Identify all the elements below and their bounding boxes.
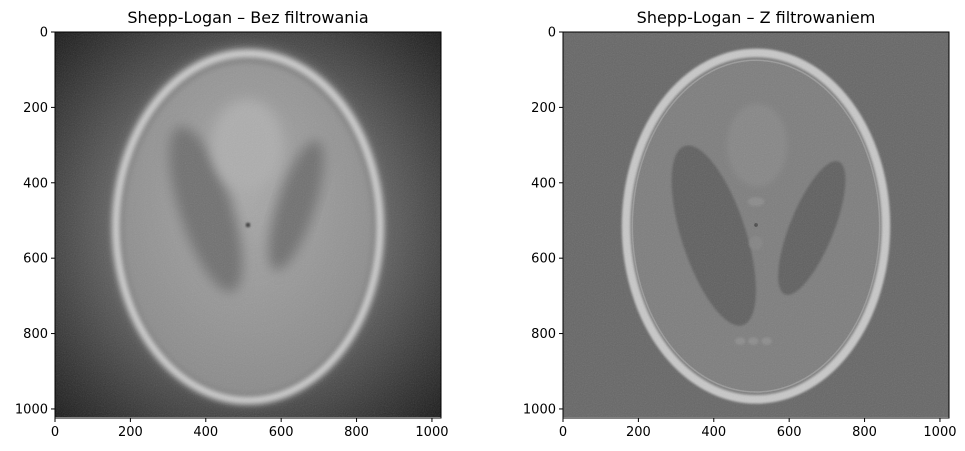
y-tick-label: 200	[531, 101, 556, 116]
x-tick-label: 600	[269, 425, 294, 440]
y-tick-label: 600	[531, 252, 556, 267]
y-tick-label: 400	[531, 176, 556, 191]
x-tick-label: 200	[626, 425, 651, 440]
texture-noise	[55, 32, 441, 417]
texture-noise	[563, 32, 949, 417]
x-tick-label: 800	[852, 425, 877, 440]
x-tick-label: 400	[701, 425, 726, 440]
x-tick-label: 0	[51, 425, 59, 440]
phantom-image	[563, 32, 949, 417]
x-tick-label: 800	[344, 425, 369, 440]
y-tick-label: 0	[40, 26, 48, 41]
x-tick-label: 200	[118, 425, 143, 440]
chart-title: Shepp-Logan – Z filtrowaniem	[637, 8, 876, 27]
subplot-unfiltered: Shepp-Logan – Bez filtrowania 0 200 400 600 8…	[15, 8, 449, 440]
axes-frame	[562, 31, 950, 419]
y-tick-label: 200	[23, 101, 48, 116]
x-tick-label: 1000	[415, 425, 448, 440]
y-tick-label: 1000	[523, 402, 556, 417]
y-tick-label: 0	[548, 26, 556, 41]
x-tick-label: 600	[777, 425, 802, 440]
x-tick-label: 0	[559, 425, 567, 440]
phantom-image	[55, 32, 441, 417]
y-tick-label: 800	[23, 327, 48, 342]
chart-title: Shepp-Logan – Bez filtrowania	[127, 8, 368, 27]
y-tick-label: 800	[531, 327, 556, 342]
x-tick-label: 400	[193, 425, 218, 440]
y-tick-label: 400	[23, 176, 48, 191]
x-tick-label: 1000	[923, 425, 956, 440]
axes-frame	[54, 31, 442, 419]
y-tick-label: 1000	[15, 402, 48, 417]
subplot-filtered: Shepp-Logan – Z filtrowaniem 0 200 400 600 80…	[523, 8, 957, 440]
y-tick-label: 600	[23, 252, 48, 267]
